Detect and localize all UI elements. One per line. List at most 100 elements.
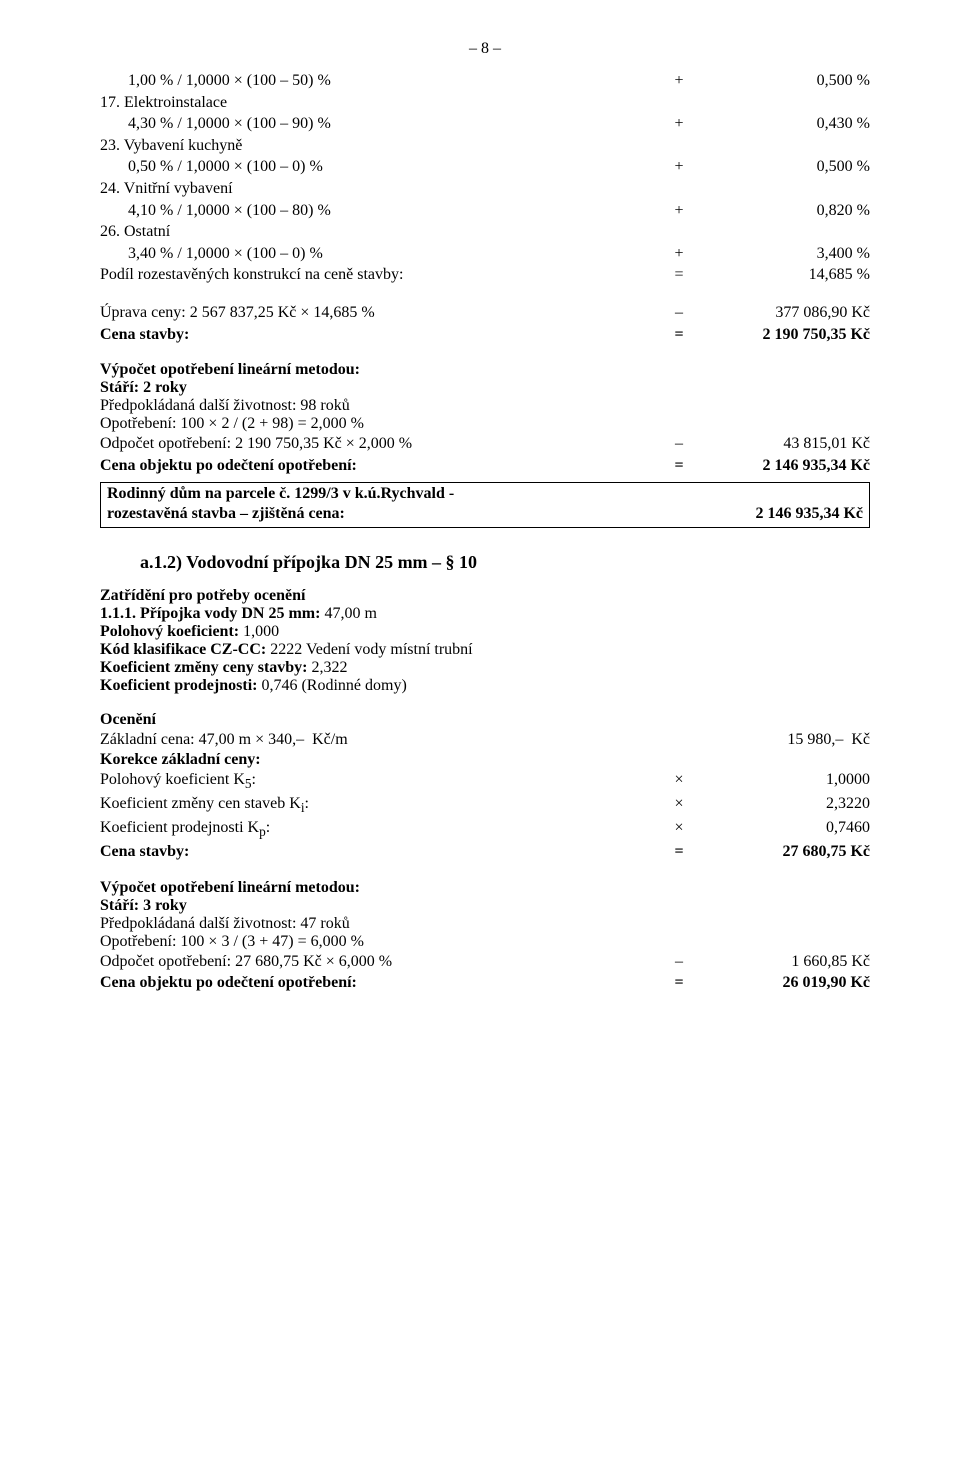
korekce-title: Korekce základní ceny:: [100, 751, 870, 769]
stari-2: Stáří: 3 roky: [100, 897, 870, 915]
item-val: 0,430 %: [690, 113, 870, 135]
odpocet-2-op: –: [668, 951, 690, 973]
zatrideni-block: 1.1.1. Přípojka vody DN 25 mm: 47,00 mPo…: [100, 605, 870, 695]
item-row: 17. Elektroinstalace: [100, 92, 870, 114]
item-row: 4,30 % / 1,0000 × (100 – 90) %+0,430 %: [100, 113, 870, 135]
cena-stavby2-label: Cena stavby:: [100, 841, 668, 863]
construction-items: 1,00 % / 1,0000 × (100 – 50) %+0,500 %17…: [100, 70, 870, 286]
summary-box: Rodinný dům na parcele č. 1299/3 v k.ú.R…: [100, 482, 870, 528]
korekce-row-2: Koeficient prodejnosti Kp: × 0,7460: [100, 817, 870, 841]
opotrebeni-1: Opotřebení: 100 × 2 / (2 + 98) = 2,000 %: [100, 415, 870, 433]
item-label: 4,10 % / 1,0000 × (100 – 80) %: [100, 200, 668, 222]
item-label: Podíl rozestavěných konstrukcí na ceně s…: [100, 264, 668, 286]
zatrideni-line: Koeficient prodejnosti: 0,746 (Rodinné d…: [100, 677, 870, 695]
zatrideni-line: Kód klasifikace CZ-CC: 2222 Vedení vody …: [100, 641, 870, 659]
item-val: [690, 221, 870, 243]
item-val: [690, 135, 870, 157]
cena-objektu-2-op: =: [668, 972, 690, 994]
odpocet-1-row: Odpočet opotřebení: 2 190 750,35 Kč × 2,…: [100, 433, 870, 455]
cena-stavby-label: Cena stavby:: [100, 324, 668, 346]
section-a12: a.1.2) Vodovodní přípojka DN 25 mm – § 1…: [100, 552, 870, 573]
box-line2: rozestavěná stavba – zjištěná cena: 2 14…: [107, 503, 863, 525]
korekce-2-label: Koeficient prodejnosti Kp:: [100, 817, 668, 841]
item-op: +: [668, 243, 690, 265]
korekce-row-1: Koeficient změny cen staveb Ki: × 2,3220: [100, 793, 870, 817]
item-val: 0,500 %: [690, 156, 870, 178]
item-op: +: [668, 70, 690, 92]
item-val: [690, 92, 870, 114]
zakladni-row: Základní cena: 47,00 m × 340,– Kč/m 15 9…: [100, 729, 870, 751]
zatrideni-line: Polohový koeficient: 1,000: [100, 623, 870, 641]
odpocet-1-label: Odpočet opotřebení: 2 190 750,35 Kč × 2,…: [100, 433, 668, 455]
zivotnost-2: Předpokládaná další životnost: 47 roků: [100, 915, 870, 933]
cena-objektu-1-label: Cena objektu po odečtení opotřebení:: [100, 455, 668, 477]
item-label: 17. Elektroinstalace: [100, 92, 668, 114]
cena-objektu-2-val: 26 019,90 Kč: [690, 972, 870, 994]
item-label: 4,30 % / 1,0000 × (100 – 90) %: [100, 113, 668, 135]
cena-stavby2-row: Cena stavby: = 27 680,75 Kč: [100, 841, 870, 863]
item-row: 24. Vnitřní vybavení: [100, 178, 870, 200]
cena-stavby-row: Cena stavby: = 2 190 750,35 Kč: [100, 324, 870, 346]
odpocet-2-label: Odpočet opotřebení: 27 680,75 Kč × 6,000…: [100, 951, 668, 973]
item-val: [690, 178, 870, 200]
item-label: 24. Vnitřní vybavení: [100, 178, 668, 200]
odpocet-1-op: –: [668, 433, 690, 455]
cena-objektu-2-row: Cena objektu po odečtení opotřebení: = 2…: [100, 972, 870, 994]
item-row: 1,00 % / 1,0000 × (100 – 50) %+0,500 %: [100, 70, 870, 92]
zakladni-label: Základní cena: 47,00 m × 340,– Kč/m: [100, 729, 668, 751]
cena-objektu-1-row: Cena objektu po odečtení opotřebení: = 2…: [100, 455, 870, 477]
cena-objektu-1-op: =: [668, 455, 690, 477]
item-val: 0,500 %: [690, 70, 870, 92]
vypocet-title-2: Výpočet opotřebení lineární metodou:: [100, 879, 870, 897]
item-op: =: [668, 264, 690, 286]
cena-stavby2-val: 27 680,75 Kč: [690, 841, 870, 863]
zakladni-val: 15 980,– Kč: [690, 729, 870, 751]
cena-objektu-1-val: 2 146 935,34 Kč: [690, 455, 870, 477]
zivotnost-1: Předpokládaná další životnost: 98 roků: [100, 397, 870, 415]
cena-stavby-val: 2 190 750,35 Kč: [690, 324, 870, 346]
zatrideni-line: 1.1.1. Přípojka vody DN 25 mm: 47,00 m: [100, 605, 870, 623]
korekce-row-0: Polohový koeficient K5: × 1,0000: [100, 769, 870, 793]
cena-objektu-2-label: Cena objektu po odečtení opotřebení:: [100, 972, 668, 994]
box-line2-left: rozestavěná stavba – zjištěná cena:: [107, 503, 683, 525]
item-row: Podíl rozestavěných konstrukcí na ceně s…: [100, 264, 870, 286]
box-line1: Rodinný dům na parcele č. 1299/3 v k.ú.R…: [107, 485, 863, 503]
item-op: [668, 221, 690, 243]
zatrideni-line: Koeficient změny ceny stavby: 2,322: [100, 659, 870, 677]
odpocet-2-row: Odpočet opotřebení: 27 680,75 Kč × 6,000…: [100, 951, 870, 973]
item-label: 23. Vybavení kuchyně: [100, 135, 668, 157]
item-val: 0,820 %: [690, 200, 870, 222]
item-label: 0,50 % / 1,0000 × (100 – 0) %: [100, 156, 668, 178]
uprava-label: Úprava ceny: 2 567 837,25 Kč × 14,685 %: [100, 302, 668, 324]
korekce-1-val: 2,3220: [690, 793, 870, 817]
korekce-0-op: ×: [668, 769, 690, 793]
item-val: 14,685 %: [690, 264, 870, 286]
odpocet-2-val: 1 660,85 Kč: [690, 951, 870, 973]
opotrebeni-2: Opotřebení: 100 × 3 / (3 + 47) = 6,000 %: [100, 933, 870, 951]
korekce-2-op: ×: [668, 817, 690, 841]
item-row: 4,10 % / 1,0000 × (100 – 80) %+0,820 %: [100, 200, 870, 222]
item-op: [668, 135, 690, 157]
item-row: 26. Ostatní: [100, 221, 870, 243]
oceneni-title: Ocenění: [100, 711, 870, 729]
zakladni-op: [668, 729, 690, 751]
item-op: +: [668, 200, 690, 222]
item-op: +: [668, 156, 690, 178]
item-label: 3,40 % / 1,0000 × (100 – 0) %: [100, 243, 668, 265]
item-row: 0,50 % / 1,0000 × (100 – 0) %+0,500 %: [100, 156, 870, 178]
korekce-0-val: 1,0000: [690, 769, 870, 793]
odpocet-1-val: 43 815,01 Kč: [690, 433, 870, 455]
box-line2-right: 2 146 935,34 Kč: [683, 503, 863, 525]
korekce-1-label: Koeficient změny cen staveb Ki:: [100, 793, 668, 817]
korekce-1-op: ×: [668, 793, 690, 817]
item-op: +: [668, 113, 690, 135]
korekce-0-label: Polohový koeficient K5:: [100, 769, 668, 793]
item-row: 23. Vybavení kuchyně: [100, 135, 870, 157]
korekce-2-val: 0,7460: [690, 817, 870, 841]
cena-stavby-op: =: [668, 324, 690, 346]
page-number: – 8 –: [100, 40, 870, 58]
uprava-row: Úprava ceny: 2 567 837,25 Kč × 14,685 % …: [100, 302, 870, 324]
item-op: [668, 92, 690, 114]
document-page: – 8 – 1,00 % / 1,0000 × (100 – 50) %+0,5…: [0, 0, 960, 1034]
item-label: 26. Ostatní: [100, 221, 668, 243]
